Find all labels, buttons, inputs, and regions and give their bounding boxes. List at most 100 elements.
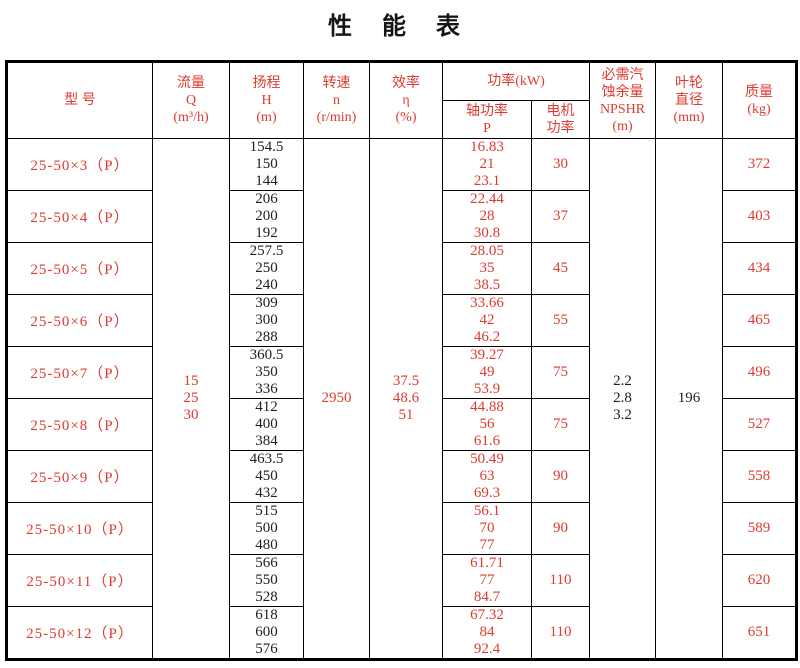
model-value: 25-50×3（P） — [30, 158, 130, 174]
header-shaft-power: 轴功率 P — [442, 100, 532, 139]
motor-power-value: 45 — [553, 260, 568, 276]
motor-power-value: 55 — [553, 312, 568, 328]
cell-impeller-merged: 196 — [655, 138, 724, 660]
header-speed-line: (r/min) — [316, 110, 357, 125]
shaft-power-value: 77 — [479, 572, 495, 588]
model-value: 25-50×11（P） — [26, 574, 134, 590]
header-model: 型 号 — [6, 61, 153, 139]
cell-head: 412 400 384 — [229, 398, 304, 451]
header-npshr-line: 必需汽 — [601, 67, 644, 83]
cell-model: 25-50×7（P） — [6, 346, 153, 399]
cell-motor-power: 45 — [530, 242, 591, 295]
cell-mass: 465 — [722, 294, 798, 347]
flow-value: 30 — [183, 407, 199, 423]
cell-motor-power: 75 — [530, 398, 591, 451]
header-motor-power-line: 功率 — [546, 120, 575, 136]
head-value: 550 — [255, 572, 278, 588]
motor-power-value: 90 — [553, 520, 568, 536]
header-npshr-line: (m) — [612, 118, 633, 134]
head-value: 200 — [255, 208, 278, 224]
efficiency-value: 48.6 — [392, 390, 420, 406]
cell-model: 25-50×5（P） — [6, 242, 153, 295]
cell-mass: 651 — [722, 606, 798, 660]
shaft-power-value: 92.4 — [473, 641, 501, 657]
head-value: 384 — [255, 433, 278, 449]
cell-shaft-power: 61.71 77 84.7 — [442, 554, 532, 607]
shaft-power-value: 84.7 — [473, 589, 501, 605]
model-value: 25-50×12（P） — [26, 626, 134, 642]
motor-power-value: 30 — [553, 156, 568, 172]
header-motor-power-line: 电机 — [546, 103, 575, 119]
page-title: 性 能 表 — [328, 14, 472, 40]
shaft-power-value: 42 — [479, 312, 495, 328]
header-npshr-line: NPSHR — [599, 101, 646, 117]
head-value: 463.5 — [249, 451, 284, 468]
mass-value: 403 — [747, 208, 771, 224]
npshr-value: 3.2 — [613, 407, 632, 423]
shaft-power-value: 38.5 — [473, 277, 501, 293]
model-value: 25-50×9（P） — [30, 470, 130, 486]
motor-power-value: 75 — [553, 416, 568, 432]
shaft-power-value: 61.71 — [470, 555, 504, 572]
head-value: 360.5 — [249, 347, 284, 364]
model-value: 25-50×6（P） — [30, 314, 130, 330]
cell-shaft-power: 50.49 63 69.3 — [442, 450, 532, 503]
head-value: 206 — [255, 191, 278, 208]
shaft-power-value: 23.1 — [473, 173, 501, 189]
mass-value: 496 — [747, 364, 771, 380]
speed-value: 2950 — [321, 390, 352, 406]
shaft-power-value: 22.44 — [470, 191, 504, 208]
cell-mass: 434 — [722, 242, 798, 295]
head-value: 450 — [255, 468, 278, 484]
header-model-label: 型 号 — [64, 93, 96, 108]
header-head-line: H — [261, 93, 272, 108]
header-flow-line: Q — [185, 93, 197, 108]
cell-head: 463.5 450 432 — [229, 450, 304, 503]
head-value: 412 — [255, 399, 278, 416]
cell-mass: 620 — [722, 554, 798, 607]
cell-flow-merged: 15 25 30 — [152, 138, 230, 660]
head-value: 576 — [255, 641, 278, 657]
cell-head: 309 300 288 — [229, 294, 304, 347]
head-value: 566 — [255, 555, 278, 572]
head-value: 515 — [255, 503, 278, 520]
npshr-value: 2.2 — [613, 373, 632, 389]
table-row: 25-50×7（P） 360.5 350 336 39.27 49 53.9 7… — [6, 346, 798, 399]
header-head: 扬程 H (m) — [229, 61, 304, 139]
header-head-line: 扬程 — [252, 76, 281, 91]
table-row: 25-50×12（P） 618 600 576 67.32 84 92.4 11… — [6, 606, 798, 660]
head-value: 480 — [255, 537, 278, 553]
motor-power-value: 110 — [549, 624, 572, 640]
shaft-power-value: 35 — [479, 260, 495, 276]
model-value: 25-50×5（P） — [30, 262, 130, 278]
cell-shaft-power: 39.27 49 53.9 — [442, 346, 532, 399]
table-row: 25-50×8（P） 412 400 384 44.88 56 61.6 75 … — [6, 398, 798, 451]
header-speed-line: 转速 — [322, 76, 351, 91]
header-impeller-line: (mm) — [673, 110, 705, 125]
header-npshr-line: 蚀余量 — [601, 84, 644, 100]
cell-mass: 589 — [722, 502, 798, 555]
header-impeller: 叶轮 直径 (mm) — [655, 61, 724, 139]
header-efficiency-line: (%) — [395, 110, 417, 125]
cell-model: 25-50×8（P） — [6, 398, 153, 451]
head-value: 618 — [255, 607, 278, 624]
head-value: 432 — [255, 485, 278, 501]
cell-motor-power: 90 — [530, 502, 591, 555]
efficiency-value: 37.5 — [392, 373, 420, 389]
cell-speed-merged: 2950 — [303, 138, 370, 660]
head-value: 300 — [255, 312, 278, 328]
impeller-value: 196 — [677, 390, 701, 406]
header-flow-line: (m³/h) — [173, 110, 209, 125]
mass-value: 558 — [747, 468, 771, 484]
shaft-power-value: 56 — [479, 416, 495, 432]
shaft-power-value: 21 — [479, 156, 495, 172]
flow-value: 15 — [183, 373, 199, 389]
motor-power-value: 90 — [553, 468, 568, 484]
cell-model: 25-50×10（P） — [6, 502, 153, 555]
model-value: 25-50×7（P） — [30, 366, 130, 382]
head-value: 350 — [255, 364, 278, 380]
head-value: 257.5 — [249, 243, 284, 260]
mass-value: 527 — [747, 416, 771, 432]
cell-shaft-power: 16.83 21 23.1 — [442, 138, 532, 191]
